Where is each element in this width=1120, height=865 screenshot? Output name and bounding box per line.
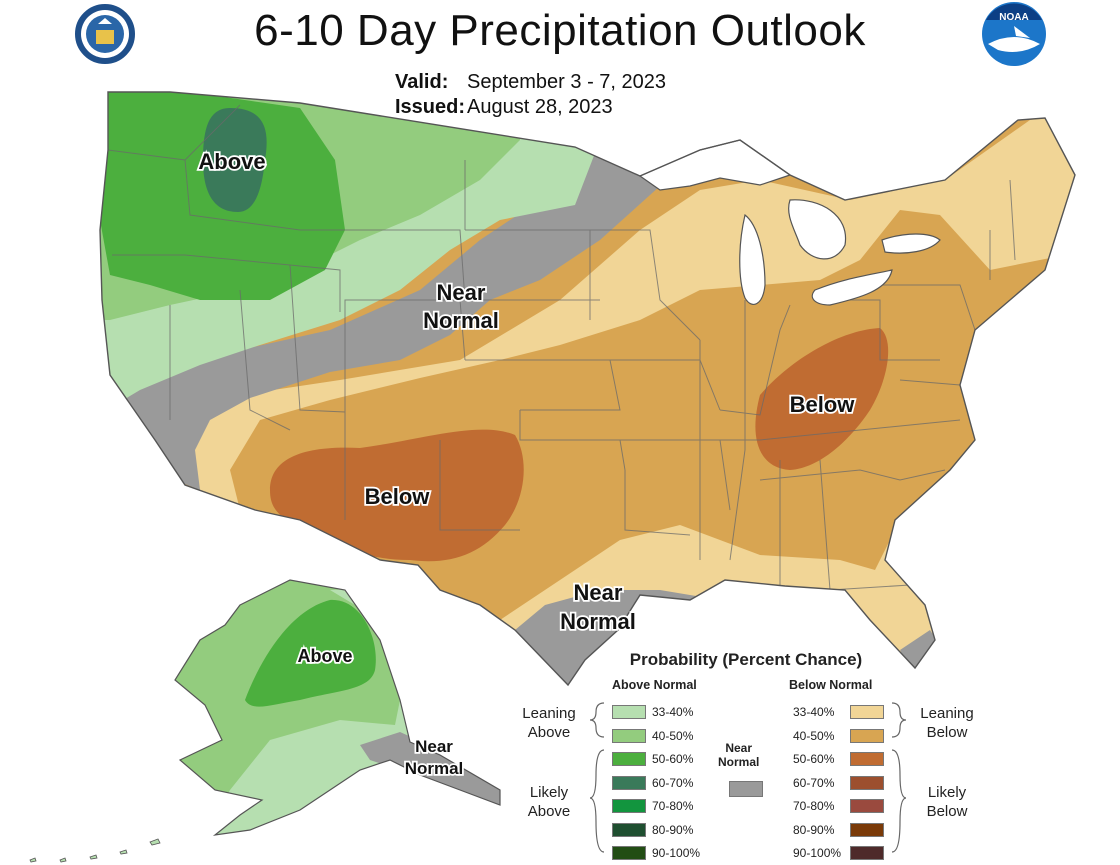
noaa-logo-icon: NOAA <box>982 2 1046 66</box>
below-50-60-region-sw <box>270 429 524 562</box>
label-near-normal-texas-1: Near <box>574 580 623 605</box>
below-50-60-region-ohio-valley <box>755 328 889 470</box>
issued-label: Issued: <box>395 96 466 118</box>
aleutian-islands <box>29 838 161 863</box>
label-near-normal-plains-2: Normal <box>423 308 499 333</box>
valid-line: Valid: September 3 - 7, 2023 <box>395 70 666 95</box>
issued-value: August 28, 2023 <box>467 96 613 118</box>
label-near-normal-texas-2: Normal <box>560 609 636 634</box>
label-near-normal-plains-1: Near <box>437 280 486 305</box>
great-lakes <box>638 139 941 306</box>
state-boundaries <box>107 104 1016 591</box>
label-near-normal-alaska-1: Near <box>415 737 453 756</box>
label-below-ohio-valley: Below <box>790 392 856 417</box>
near-normal-region-texas <box>510 590 760 685</box>
label-above-alaska: Above <box>297 646 352 666</box>
valid-label: Valid: <box>395 71 449 93</box>
issued-line: Issued:August 28, 2023 <box>395 95 666 120</box>
page-title: 6-10 Day Precipitation Outlook <box>254 6 866 55</box>
valid-value: September 3 - 7, 2023 <box>467 71 667 93</box>
alaska-map <box>29 579 501 863</box>
below-33-40-region-north <box>190 110 1075 510</box>
alaska-outline <box>174 579 501 836</box>
svg-text:NOAA: NOAA <box>999 12 1028 23</box>
alaska-above-50-60-region <box>245 599 376 707</box>
validity-block: Valid: September 3 - 7, 2023 Issued:Augus… <box>395 70 666 120</box>
label-near-normal-alaska-2: Normal <box>405 759 464 778</box>
doc-seal-icon <box>73 2 137 66</box>
above-33-40-region <box>100 130 600 420</box>
conus-outline <box>99 91 1076 687</box>
label-above-northwest: Above <box>198 149 265 174</box>
near-normal-region-north <box>120 147 700 490</box>
above-60-70-region-nw <box>203 108 267 212</box>
label-below-southwest: Below <box>365 484 431 509</box>
